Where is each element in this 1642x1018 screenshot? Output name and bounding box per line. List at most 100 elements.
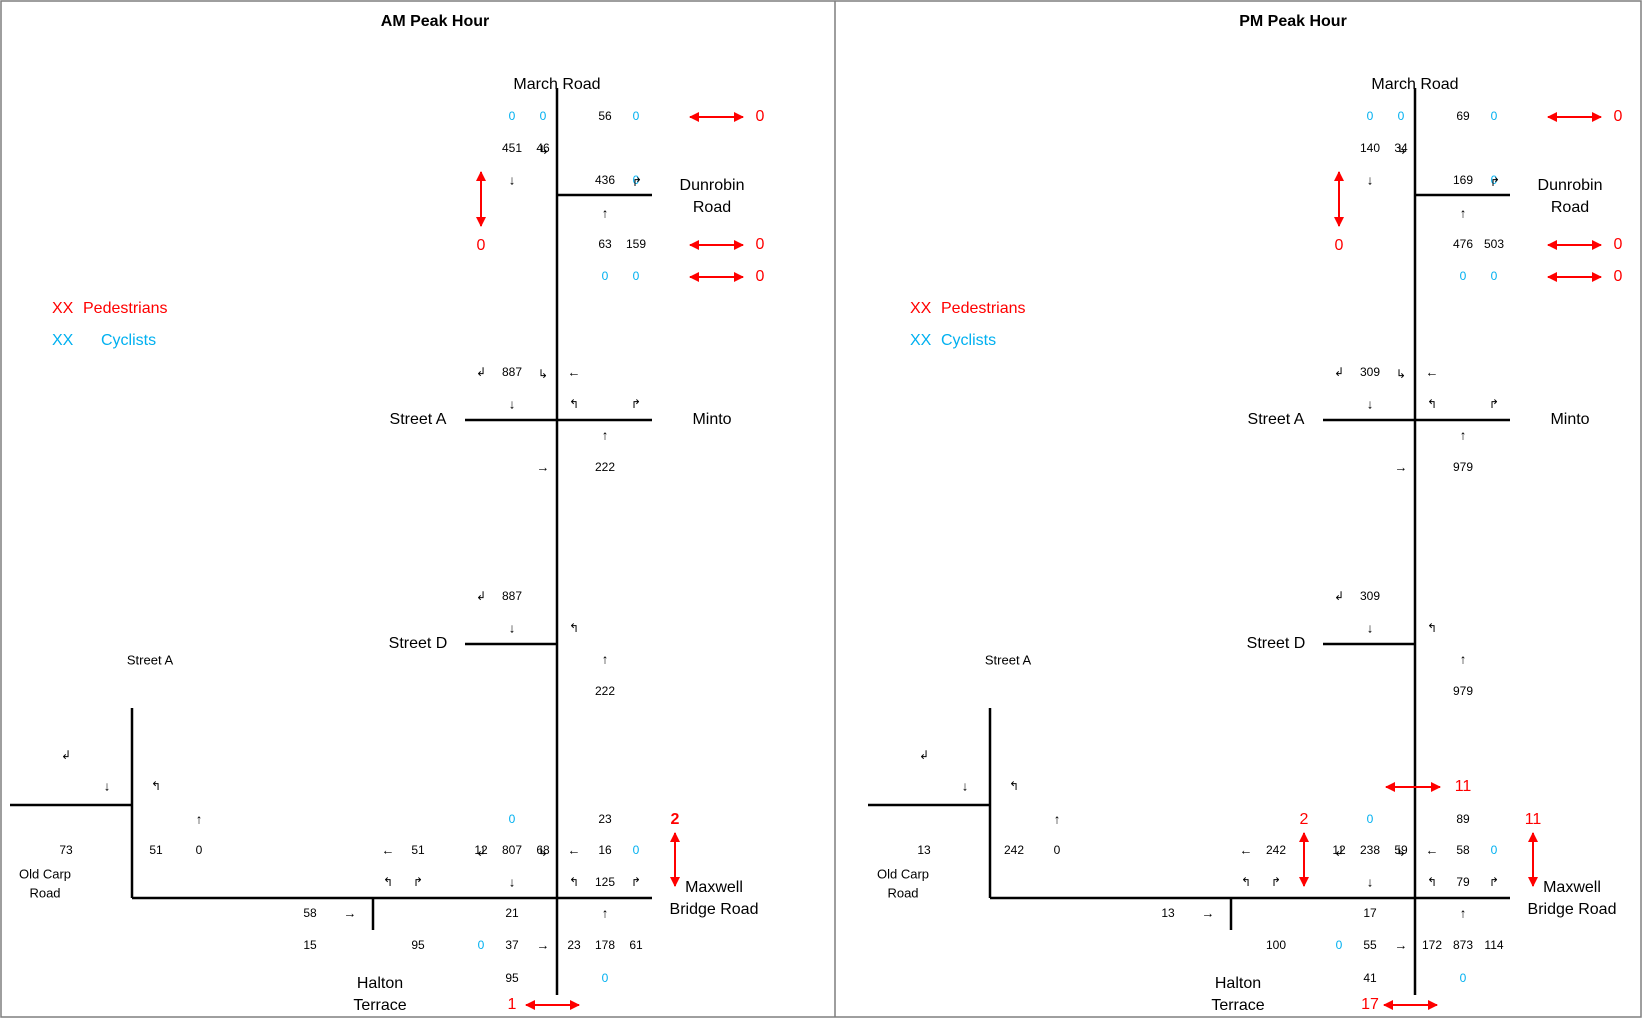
- legend-ped-label: Pedestrians: [941, 300, 1026, 317]
- minto-sb-through: 309: [1360, 365, 1380, 379]
- dunrobin-road-label-2: Road: [1551, 199, 1589, 216]
- dunrobin-sb-through: 451: [502, 141, 522, 155]
- mx-sb-down-icon: ↓: [1367, 874, 1374, 889]
- maxwell-nb-right: 114: [1484, 938, 1503, 952]
- maxwell-west-in: 58: [303, 906, 317, 920]
- sb-uturn-icon: ↳: [1396, 367, 1406, 381]
- sd-nb-left-icon: ↰: [1427, 621, 1437, 635]
- old-carp-west-volume: 73: [59, 843, 73, 857]
- maxwell-halton-b: 95: [411, 938, 425, 952]
- old-carp-label-2: Road: [887, 885, 918, 900]
- legend-cyc-label: Cyclists: [941, 332, 996, 349]
- eb-arrow-icon: →: [1395, 459, 1408, 474]
- sb-right-turn-icon: ↲: [1334, 365, 1344, 379]
- dunrobin-ne-volume: 69: [1456, 109, 1470, 123]
- maxwell-sb-down: 17: [1363, 906, 1377, 920]
- dunrobin-west-ped-count: 0: [477, 237, 486, 254]
- panel-pm: PM Peak Hour March Road Dunrobin Road Street…: [868, 13, 1623, 1014]
- maxwell-wb-left: 125: [595, 875, 615, 889]
- right-turn-arrow-icon: ↱: [1490, 175, 1500, 189]
- maxwell-east-ped-count: 11: [1525, 811, 1542, 828]
- maxwell-nb-through: 178: [595, 938, 615, 952]
- sb-down-arrow-icon: ↓: [1367, 396, 1374, 411]
- maxwell-wb-left: 79: [1456, 875, 1470, 889]
- maxwell-sb-right: 68: [536, 843, 550, 857]
- maxwell-west-in: 13: [1161, 906, 1175, 920]
- down-arrow-icon: ↓: [509, 172, 516, 187]
- panel-title: AM Peak Hour: [381, 13, 489, 30]
- maxwell-north-ped-count: 11: [1455, 778, 1472, 795]
- mx-eb-arrow-icon: →: [344, 905, 357, 920]
- nb-left-icon: ↰: [1427, 397, 1437, 411]
- mx-wb-arrow-icon: ←: [568, 842, 581, 857]
- oc-down-arrow-icon: ↓: [104, 778, 111, 793]
- maxwell-sb-through: 807: [502, 843, 522, 857]
- nb-left-icon: ↰: [569, 397, 579, 411]
- old-carp-nb-through: 0: [196, 843, 203, 857]
- mx-nb-up-icon: ↑: [602, 905, 609, 920]
- legend-ped-code: XX: [52, 300, 74, 317]
- dunrobin-ne-cyclist: 0: [633, 109, 640, 123]
- maxwell-north-cyclist: 0: [1367, 812, 1374, 826]
- maxwell-halton-b: 100: [1266, 938, 1286, 952]
- maxwell-label-2: Bridge Road: [1528, 901, 1617, 918]
- maxwell-nb-right: 61: [629, 938, 643, 952]
- dunrobin-north-cyclist-2: 0: [1398, 109, 1405, 123]
- old-carp-label-1: Old Carp: [877, 866, 929, 881]
- maxwell-sb-uturn: 12: [1332, 843, 1346, 857]
- oc-nb-left-icon: ↰: [1009, 779, 1019, 793]
- up-arrow-icon: ↑: [1460, 205, 1467, 220]
- maxwell-south-ped-count: 1: [508, 996, 517, 1013]
- dunrobin-sb-through: 140: [1360, 141, 1380, 155]
- maxwell-halton-a: 15: [303, 938, 317, 952]
- panel-title: PM Peak Hour: [1239, 13, 1347, 30]
- maxwell-south-bottom: 95: [505, 971, 519, 985]
- maxwell-south-bottom: 41: [1363, 971, 1377, 985]
- dunrobin-south-cyclist-1: 0: [602, 269, 609, 283]
- mx-sb-uturn-icon: ↲: [476, 845, 486, 859]
- mx-nb-right-icon: ↱: [631, 875, 641, 889]
- maxwell-nb-in: 23: [567, 938, 581, 952]
- maxwell-north-cyclist: 0: [509, 812, 516, 826]
- sd-up-arrow-icon: ↑: [602, 651, 609, 666]
- old-carp-label-2: Road: [29, 885, 60, 900]
- eb-arrow-icon: →: [537, 459, 550, 474]
- mx-wl-right-icon: ↱: [1271, 875, 1281, 889]
- dunrobin-road-label-1: Dunrobin: [1538, 177, 1603, 194]
- maxwell-ne-volume: 23: [598, 812, 612, 826]
- uturn-arrow-icon: ↳: [539, 143, 549, 157]
- dunrobin-road-label-2: Road: [693, 199, 731, 216]
- maxwell-wb-volume: 58: [1456, 843, 1470, 857]
- sd-sb-right-icon: ↲: [1334, 589, 1344, 603]
- march-road-label: March Road: [513, 76, 600, 93]
- mx-sb-down-icon: ↓: [509, 874, 516, 889]
- old-carp-nb-left: 51: [149, 843, 163, 857]
- minto-sb-through: 887: [502, 365, 522, 379]
- street-d-sb-through: 887: [502, 589, 522, 603]
- mx-wl-left-icon: ↰: [383, 875, 393, 889]
- street-d-nb-through: 222: [595, 684, 615, 698]
- old-carp-nb-left: 242: [1004, 843, 1024, 857]
- dunrobin-east-volume: 169: [1453, 173, 1473, 187]
- old-carp-nb-through: 0: [1054, 843, 1061, 857]
- dunrobin-south-cyclist-2: 0: [633, 269, 640, 283]
- maxwell-south-cyclist: 0: [478, 938, 485, 952]
- sd-down-arrow-icon: ↓: [509, 620, 516, 635]
- dunrobin-sb-uturn: 46: [536, 141, 550, 155]
- mx-eb2-arrow-icon: →: [1395, 937, 1408, 952]
- right-turn-arrow-icon: ↱: [632, 175, 642, 189]
- mx-wb-arrow-icon: ←: [1426, 842, 1439, 857]
- dunrobin-nb-right: 503: [1484, 237, 1504, 251]
- maxwell-sb-down: 21: [505, 906, 519, 920]
- dunrobin-road-label-1: Dunrobin: [680, 177, 745, 194]
- sd-up-arrow-icon: ↑: [1460, 651, 1467, 666]
- mx-eb2-arrow-icon: →: [537, 937, 550, 952]
- down-arrow-icon: ↓: [1367, 172, 1374, 187]
- legend-cyc-code: XX: [910, 332, 932, 349]
- maxwell-west-ped-count: 2: [1300, 811, 1309, 828]
- street-a-small-label: Street A: [985, 652, 1032, 667]
- oc-down-arrow-icon: ↓: [962, 778, 969, 793]
- maxwell-sb-right: 59: [1394, 843, 1408, 857]
- old-carp-label-1: Old Carp: [19, 866, 71, 881]
- maxwell-south-left: 55: [1363, 938, 1377, 952]
